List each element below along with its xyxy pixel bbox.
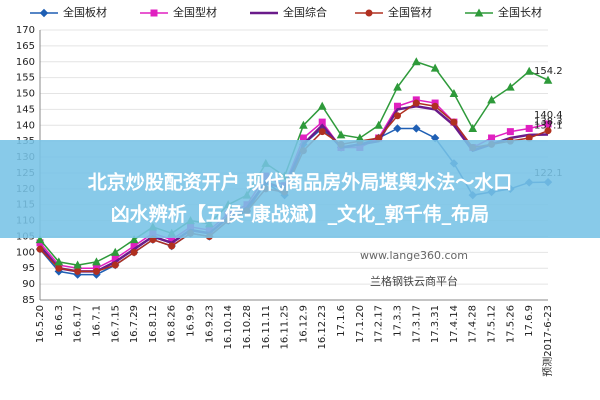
y-tick-label: 90 bbox=[22, 279, 35, 290]
x-tick-label: 16.8.12 bbox=[148, 305, 159, 343]
y-tick-label: 95 bbox=[22, 263, 35, 274]
marker bbox=[468, 123, 478, 132]
marker bbox=[130, 248, 138, 256]
x-tick-label: 17.5.26 bbox=[505, 305, 516, 343]
banner-line: 凶水辨析【五侯-康战斌】_文化_郭千伟_布局 bbox=[111, 203, 489, 226]
marker bbox=[411, 57, 421, 66]
legend-label: 全国管材 bbox=[388, 5, 432, 19]
marker bbox=[39, 8, 49, 18]
x-tick-label: 16.10.14 bbox=[223, 305, 234, 350]
marker bbox=[431, 102, 439, 110]
x-tick-label: 16.11.25 bbox=[280, 305, 291, 350]
value-label: 138.3 bbox=[534, 117, 563, 128]
marker bbox=[55, 264, 63, 272]
marker bbox=[544, 127, 552, 135]
x-tick-label: 预测2017-6-23 bbox=[541, 305, 554, 377]
marker bbox=[412, 124, 421, 133]
y-tick-label: 85 bbox=[22, 295, 35, 306]
x-tick-label: 16.5.20 bbox=[35, 305, 46, 343]
x-tick-label: 17.3.17 bbox=[411, 305, 422, 343]
x-tick-label: 16.9.9 bbox=[186, 305, 197, 337]
marker bbox=[111, 261, 119, 269]
marker bbox=[430, 63, 440, 72]
y-tick-label: 140 bbox=[16, 120, 35, 131]
marker bbox=[168, 242, 176, 250]
x-tick-label: 17.2.17 bbox=[374, 305, 385, 343]
marker bbox=[336, 130, 346, 139]
marker bbox=[92, 267, 100, 275]
banner-line: 北京炒股配资开户 现代商品房外局堪舆水法～水口 bbox=[88, 171, 513, 194]
x-tick-label: 17.1.20 bbox=[355, 305, 366, 343]
legend-label: 全国型材 bbox=[173, 5, 217, 19]
marker bbox=[110, 247, 120, 256]
y-tick-label: 100 bbox=[16, 247, 35, 258]
x-tick-label: 17.4.14 bbox=[449, 305, 460, 343]
marker bbox=[92, 257, 101, 266]
x-tick-label: 17.6.9 bbox=[524, 305, 535, 337]
watermark-url: www.lange360.com bbox=[360, 249, 468, 262]
marker bbox=[487, 95, 496, 104]
x-tick-label: 16.6.3 bbox=[54, 305, 65, 337]
marker bbox=[525, 124, 533, 132]
x-tick-label: 16.12.9 bbox=[298, 305, 309, 343]
legend-label: 全国长材 bbox=[498, 5, 542, 19]
marker bbox=[299, 120, 308, 129]
x-tick-label: 17.5.12 bbox=[487, 305, 498, 343]
x-tick-label: 16.7.29 bbox=[129, 305, 140, 343]
x-tick-label: 16.8.26 bbox=[167, 305, 178, 343]
x-tick-label: 16.9.23 bbox=[204, 305, 215, 343]
x-tick-label: 16.11.11 bbox=[261, 305, 272, 350]
marker bbox=[506, 128, 514, 136]
y-tick-label: 150 bbox=[16, 89, 35, 100]
marker bbox=[393, 82, 402, 91]
x-tick-label: 17.3.3 bbox=[392, 305, 403, 337]
value-label: 154.2 bbox=[534, 66, 563, 77]
marker bbox=[150, 9, 158, 17]
marker bbox=[506, 82, 515, 91]
x-tick-label: 17.4.28 bbox=[468, 305, 479, 343]
value-label: 140.4 bbox=[534, 110, 563, 121]
marker bbox=[54, 257, 64, 266]
x-tick-label: 16.6.17 bbox=[73, 305, 84, 343]
x-tick-label: 16.7.15 bbox=[110, 305, 121, 343]
y-tick-label: 165 bbox=[16, 41, 35, 52]
marker bbox=[544, 120, 552, 128]
banner bbox=[0, 140, 600, 238]
marker bbox=[318, 128, 326, 136]
marker bbox=[524, 66, 534, 75]
marker bbox=[317, 101, 327, 110]
marker bbox=[365, 9, 373, 17]
marker bbox=[35, 235, 45, 244]
marker bbox=[393, 112, 401, 120]
legend-label: 全国综合 bbox=[283, 5, 327, 19]
x-tick-label: 16.7.1 bbox=[91, 305, 102, 337]
y-tick-label: 155 bbox=[16, 73, 35, 84]
x-tick-label: 16.12.23 bbox=[317, 305, 328, 350]
marker bbox=[449, 88, 459, 98]
marker bbox=[543, 75, 553, 84]
marker bbox=[36, 245, 44, 253]
y-tick-label: 170 bbox=[16, 25, 35, 36]
marker bbox=[393, 124, 402, 133]
marker bbox=[129, 235, 139, 244]
x-tick-label: 16.10.28 bbox=[242, 305, 253, 350]
x-tick-label: 17.1.6 bbox=[336, 305, 347, 337]
marker bbox=[374, 120, 384, 129]
marker bbox=[412, 99, 420, 107]
watermark-brand: 兰格钢铁云商平台 bbox=[370, 274, 458, 288]
x-tick-label: 17.3.31 bbox=[430, 305, 441, 343]
marker bbox=[74, 267, 82, 275]
y-tick-label: 160 bbox=[16, 57, 35, 68]
legend-label: 全国板材 bbox=[63, 5, 107, 19]
value-label: 137.1 bbox=[534, 121, 563, 132]
marker bbox=[450, 118, 458, 126]
y-tick-label: 145 bbox=[16, 104, 35, 115]
marker bbox=[474, 8, 484, 17]
marker bbox=[73, 260, 82, 269]
